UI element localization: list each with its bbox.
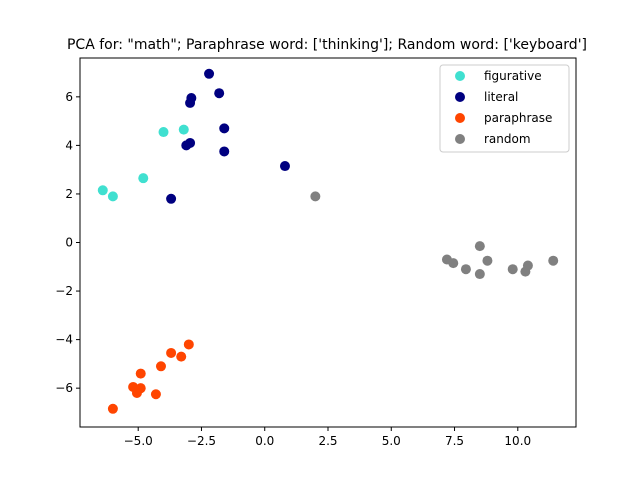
y-tick-label: 2 [65,187,73,201]
chart-title: PCA for: "math"; Paraphrase word: ['thin… [67,37,587,53]
point-figurative-4 [178,124,189,135]
x-tick-label: 10.0 [504,434,531,448]
point-random-0 [310,191,321,202]
point-figurative-3 [158,127,169,138]
legend-label-random: random [484,132,531,146]
points-layer [97,68,559,414]
point-literal-0 [204,68,215,79]
legend: figurative literal paraphrase random [439,64,570,153]
point-random-4 [482,255,493,266]
point-random-3 [448,258,459,269]
point-paraphrase-0 [183,339,194,350]
y-axis: −6 −4 −2 0 2 4 6 [55,90,80,395]
y-tick-label: −2 [55,284,73,298]
point-random-5 [460,264,471,275]
x-tick-label: −5.0 [124,434,153,448]
point-literal-1 [214,88,225,99]
x-tick-label: −2.5 [187,434,216,448]
x-axis: −5.0 −2.5 0.0 2.5 5.0 7.5 10.0 [124,427,531,448]
point-literal-3 [185,97,196,108]
legend-label-literal: literal [484,90,518,104]
y-tick-label: −4 [55,333,73,347]
point-figurative-0 [97,185,108,196]
y-tick-label: −6 [55,381,73,395]
point-literal-8 [279,161,290,172]
point-literal-4 [219,123,230,134]
x-tick-label: 7.5 [445,434,464,448]
point-literal-6 [181,140,192,151]
x-tick-label: 5.0 [382,434,401,448]
point-random-6 [474,269,485,280]
legend-marker-paraphrase [455,113,465,123]
legend-marker-random [455,134,465,144]
y-tick-label: 0 [65,236,73,250]
y-tick-label: 6 [65,90,73,104]
point-paraphrase-4 [135,368,146,379]
point-figurative-2 [138,173,149,184]
point-paraphrase-3 [155,361,166,372]
x-tick-label: 2.5 [318,434,337,448]
x-tick-label: 0.0 [255,434,274,448]
point-figurative-1 [107,191,118,202]
y-tick-label: 4 [65,138,73,152]
point-paraphrase-8 [150,389,161,400]
point-literal-9 [166,193,177,204]
legend-label-figurative: figurative [484,69,542,83]
legend-marker-figurative [455,71,465,81]
point-paraphrase-2 [176,351,187,362]
legend-box [439,64,570,153]
point-random-10 [548,255,559,266]
point-paraphrase-9 [107,403,118,414]
legend-marker-literal [455,92,465,102]
point-paraphrase-1 [166,347,177,358]
point-paraphrase-7 [131,388,142,399]
point-random-7 [507,264,518,275]
legend-label-paraphrase: paraphrase [484,111,552,125]
point-literal-7 [219,146,230,157]
point-random-9 [520,266,531,277]
point-random-1 [474,241,485,252]
